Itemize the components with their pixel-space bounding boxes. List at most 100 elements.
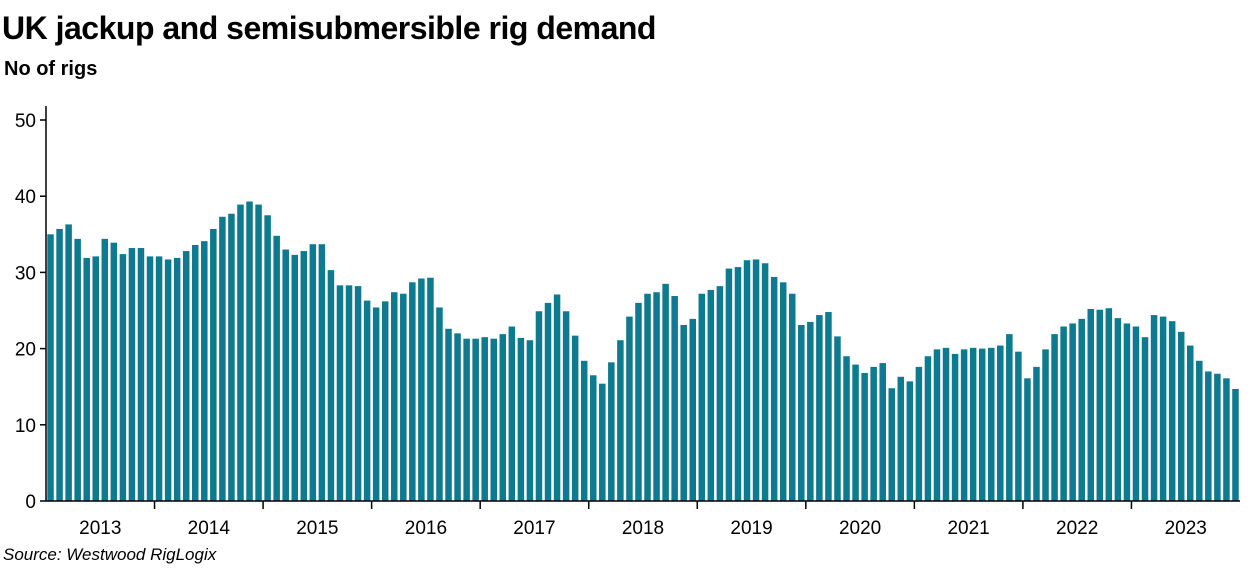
bar [300,251,308,501]
bar [580,360,588,501]
bar [960,349,968,501]
bar [237,204,244,501]
bar [336,285,344,501]
bar [879,363,886,501]
bar [1186,345,1194,501]
y-axis: 0 10 20 30 40 50 [15,106,47,513]
bar [1168,321,1176,501]
bar [852,364,859,501]
bar [662,283,669,501]
bar [589,375,597,501]
y-tick-label: 10 [15,416,36,437]
bar [499,334,507,501]
bar [119,254,127,501]
x-tick-label: 2016 [405,518,447,539]
bar [716,286,724,501]
bar [1141,337,1149,501]
bar [698,293,706,501]
bar [318,244,326,501]
bar [816,315,823,501]
bar [291,254,298,501]
bar [436,307,443,501]
bar [1159,316,1167,501]
bar [309,244,317,501]
bar [219,216,226,501]
y-tick-label: 20 [15,340,36,361]
x-tick-label: 2013 [79,518,121,539]
bar [56,228,63,501]
bar [553,294,561,501]
bar [201,241,208,501]
bar [707,289,715,501]
bar [92,256,99,501]
bar [372,307,380,501]
bar [644,293,651,501]
x-tick-label: 2020 [839,518,881,539]
bar [969,347,977,501]
bar [734,267,742,501]
bar [1006,334,1013,501]
bar [182,251,190,501]
y-tick-label: 40 [15,187,36,208]
bar [779,282,787,501]
bar [671,296,678,501]
bar [689,318,696,501]
bar [526,340,534,501]
bar [1060,326,1067,501]
bar [173,257,181,501]
bar [381,301,389,501]
x-tick-label: 2017 [513,518,555,539]
bar [490,338,497,501]
bar [210,228,217,501]
bar [752,259,760,501]
bar [155,256,163,501]
bar [445,328,452,501]
bar [146,256,154,501]
bar [264,215,271,501]
bar [1105,308,1113,501]
bar [599,383,606,501]
bars-group [47,201,1239,502]
bar [65,224,72,501]
bar [924,356,932,501]
bar [544,302,552,501]
bar [843,356,850,501]
bar [617,340,624,501]
bar [680,324,687,501]
bar [1196,360,1203,501]
bar [1150,315,1158,501]
bar [1114,318,1122,501]
bar [472,338,479,501]
x-tick-label: 2015 [296,518,338,539]
bar [770,276,778,501]
x-tick-label: 2019 [730,518,772,539]
bar [897,376,905,501]
bar [743,260,751,501]
bar [255,204,262,501]
x-tick-label: 2014 [188,518,231,539]
bar [562,311,570,501]
bar [798,324,805,501]
x-tick-label: 2021 [947,518,989,539]
bar [282,249,289,501]
bar [888,388,895,501]
bar [626,316,633,501]
bar [861,372,868,501]
bar [390,292,398,501]
bar [1015,351,1022,501]
bar [1123,323,1131,501]
chart-subtitle: No of rigs [4,58,98,80]
bar [273,235,280,501]
bar [74,238,81,501]
bar [915,366,923,501]
bar [83,257,90,501]
bar [1223,378,1230,501]
bar [997,345,1004,501]
bar [1078,318,1085,501]
bar [128,248,136,501]
bar [345,285,353,501]
bar [508,326,516,501]
bar [653,292,660,501]
bar [535,311,543,501]
y-tick-label: 50 [15,111,36,132]
